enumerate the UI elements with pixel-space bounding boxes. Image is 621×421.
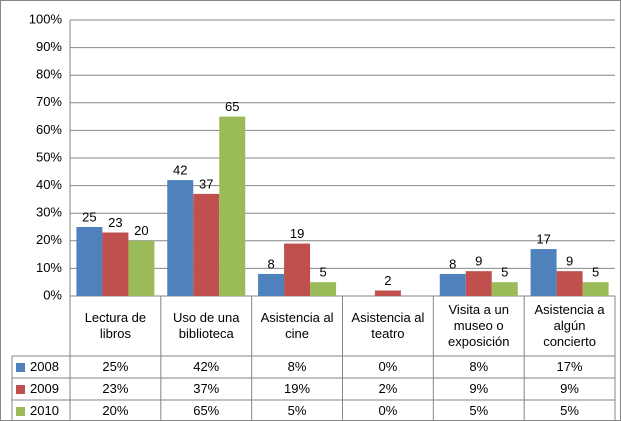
data-label: 19 xyxy=(290,226,304,241)
legend-entry: 2010 xyxy=(12,400,70,421)
table-cell: 5% xyxy=(287,403,307,418)
data-label: 65 xyxy=(225,99,239,114)
table-cell: 2% xyxy=(378,381,398,396)
y-tick-label: 10% xyxy=(36,260,62,275)
data-label: 42 xyxy=(173,163,187,178)
legend-label: 2009 xyxy=(30,381,59,396)
bar xyxy=(491,282,518,296)
data-label: 9 xyxy=(566,254,573,269)
table-cell: 9% xyxy=(560,381,579,396)
data-label: 8 xyxy=(267,256,274,271)
legend-swatch xyxy=(16,384,25,394)
data-label: 8 xyxy=(449,256,456,271)
legend-label: 2008 xyxy=(30,359,59,374)
table-cell: 9% xyxy=(469,381,489,396)
category-label: Visita a un museo o exposición xyxy=(448,302,510,349)
bar xyxy=(102,232,129,296)
bar xyxy=(193,193,220,296)
legend-label: 2010 xyxy=(30,403,59,418)
y-tick-label: 70% xyxy=(36,94,62,109)
category-label: Lectura de libros xyxy=(84,310,147,341)
y-tick-label: 20% xyxy=(36,232,62,247)
data-label: 5 xyxy=(501,265,508,280)
bar xyxy=(76,227,103,296)
legend-entry: 2009 xyxy=(12,378,70,400)
y-tick-label: 50% xyxy=(36,149,62,164)
bar xyxy=(167,180,194,296)
table-cell: 8% xyxy=(469,359,489,374)
y-tick-label: 90% xyxy=(36,39,62,54)
table-cell: 65% xyxy=(193,403,220,418)
table-cell: 23% xyxy=(102,381,129,396)
y-tick-label: 40% xyxy=(36,177,62,192)
bar xyxy=(128,240,155,296)
y-tick-label: 0% xyxy=(43,287,62,302)
bar xyxy=(219,116,246,296)
data-label: 23 xyxy=(108,215,122,230)
data-label: 2 xyxy=(384,273,391,288)
bar xyxy=(439,273,466,296)
bar xyxy=(582,282,609,296)
table-cell: 19% xyxy=(284,381,311,396)
table-cell: 5% xyxy=(560,403,579,418)
bar xyxy=(530,249,557,296)
bar xyxy=(465,271,492,296)
table-cell: 42% xyxy=(193,359,220,374)
data-label: 17 xyxy=(536,232,550,247)
legend-entry: 2008 xyxy=(12,356,70,378)
data-label: 37 xyxy=(199,176,213,191)
y-tick-label: 100% xyxy=(29,11,63,26)
bar xyxy=(258,273,285,296)
data-label: 9 xyxy=(475,254,482,269)
y-tick-label: 30% xyxy=(36,205,62,220)
legend-swatch xyxy=(16,406,25,416)
bar xyxy=(284,243,311,296)
bar xyxy=(556,271,583,296)
legend-swatch xyxy=(16,362,25,372)
data-label: 20 xyxy=(134,223,148,238)
data-label: 25 xyxy=(82,209,96,224)
table-cell: 8% xyxy=(287,359,307,374)
data-label: 5 xyxy=(319,265,326,280)
table-cell: 17% xyxy=(556,359,583,374)
category-label: Asistencia al teatro xyxy=(351,310,425,341)
y-tick-label: 60% xyxy=(36,122,62,137)
table-cell: 25% xyxy=(102,359,129,374)
table-cell: 5% xyxy=(469,403,489,418)
data-label: 5 xyxy=(592,265,599,280)
category-label: Asistencia a algún concierto xyxy=(534,302,605,349)
bar xyxy=(374,290,401,296)
bar xyxy=(310,282,337,296)
table-cell: 0% xyxy=(378,359,398,374)
y-tick-label: 80% xyxy=(36,67,62,82)
table-cell: 20% xyxy=(102,403,129,418)
category-label: Asistencia al cine xyxy=(260,310,334,341)
category-label: Uso de una biblioteca xyxy=(172,310,240,341)
table-cell: 0% xyxy=(378,403,398,418)
table-cell: 37% xyxy=(193,381,220,396)
